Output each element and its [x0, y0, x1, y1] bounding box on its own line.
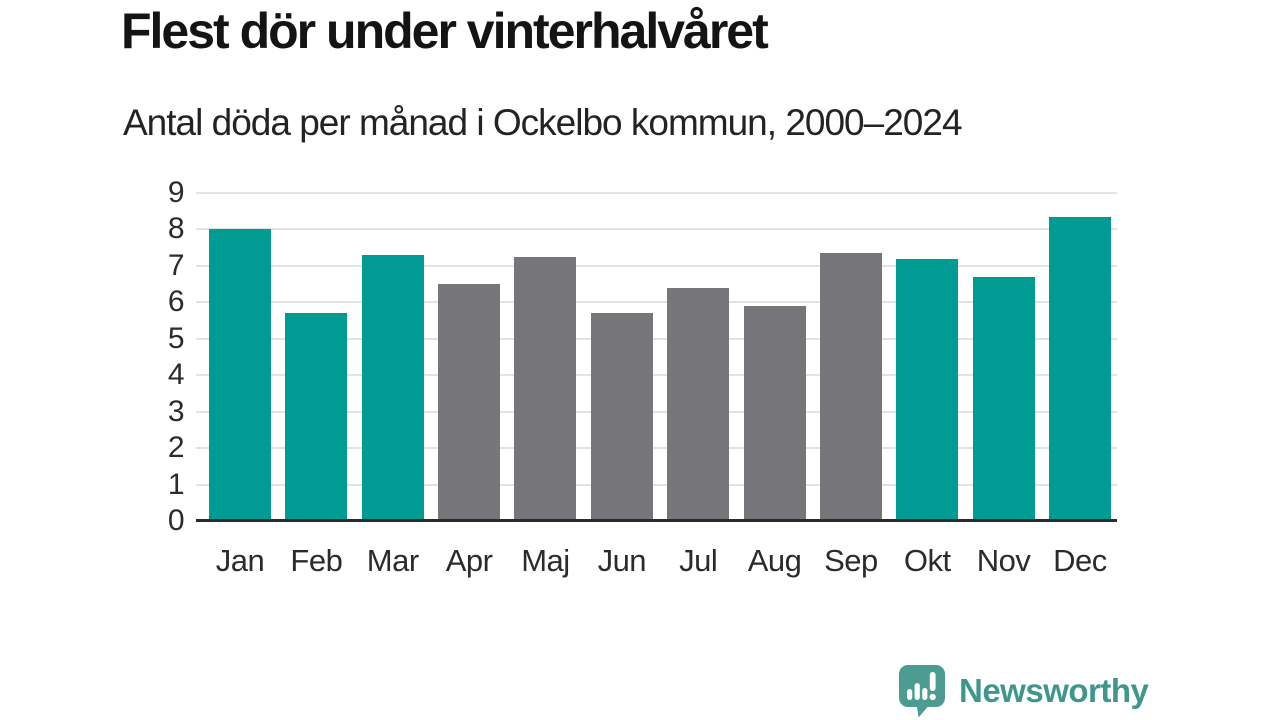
- gridline-2: [196, 447, 1117, 450]
- x-tick-label-feb: Feb: [290, 543, 343, 578]
- x-tick-label-okt: Okt: [903, 543, 951, 578]
- x-tick-label-mar: Mar: [366, 543, 419, 578]
- bar-maj: [514, 256, 577, 521]
- y-tick-label-1: 1: [167, 467, 185, 501]
- bar-okt: [896, 258, 959, 521]
- bar-dec: [1049, 216, 1111, 521]
- x-tick-label-apr: Apr: [445, 543, 493, 578]
- x-tick-label-sep: Sep: [824, 543, 878, 578]
- gridline-6: [196, 301, 1117, 304]
- y-tick-label-3: 3: [167, 394, 185, 428]
- brand-footer: Newsworthy: [898, 664, 1149, 718]
- bar-sep: [819, 253, 882, 521]
- x-tick-label-jun: Jun: [597, 543, 647, 578]
- x-tick-label-jul: Jul: [679, 543, 718, 578]
- brand-name: Newsworthy: [959, 672, 1149, 709]
- y-tick-label-7: 7: [167, 248, 185, 282]
- bar-jan: [209, 229, 271, 521]
- bar-aug: [743, 305, 806, 521]
- y-tick-label-9: 9: [167, 176, 185, 209]
- x-tick-label-jan: Jan: [215, 543, 265, 578]
- x-axis-line: [196, 519, 1117, 522]
- bar-jul: [667, 287, 730, 521]
- bar-jun: [590, 313, 653, 521]
- gridline-3: [196, 410, 1117, 413]
- gridline-4: [196, 374, 1117, 377]
- newsworthy-logo-icon: [899, 665, 945, 718]
- y-tick-label-5: 5: [167, 321, 185, 355]
- gridline-1: [196, 483, 1117, 486]
- bar-apr: [438, 284, 501, 521]
- chart-subtitle: Antal döda per månad i Ockelbo kommun, 2…: [123, 102, 963, 143]
- bar-nov: [972, 276, 1035, 521]
- y-tick-label-2: 2: [167, 431, 185, 465]
- gridline-8: [196, 228, 1117, 231]
- gridline-7: [196, 264, 1117, 267]
- bar-mar: [361, 254, 424, 521]
- y-tick-label-6: 6: [167, 285, 185, 319]
- x-tick-label-aug: Aug: [747, 543, 802, 578]
- y-tick-label-0: 0: [167, 504, 185, 537]
- gridline-5: [196, 337, 1117, 340]
- x-tick-label-dec: Dec: [1053, 543, 1107, 578]
- y-tick-label-4: 4: [167, 358, 185, 392]
- gridline-9: [196, 192, 1117, 194]
- y-tick-label-8: 8: [167, 212, 185, 246]
- x-tick-label-maj: Maj: [521, 543, 570, 578]
- x-tick-label-nov: Nov: [976, 543, 1031, 578]
- chart-title: Flest dör under vinterhalvåret: [121, 3, 769, 59]
- bar-feb: [285, 313, 348, 521]
